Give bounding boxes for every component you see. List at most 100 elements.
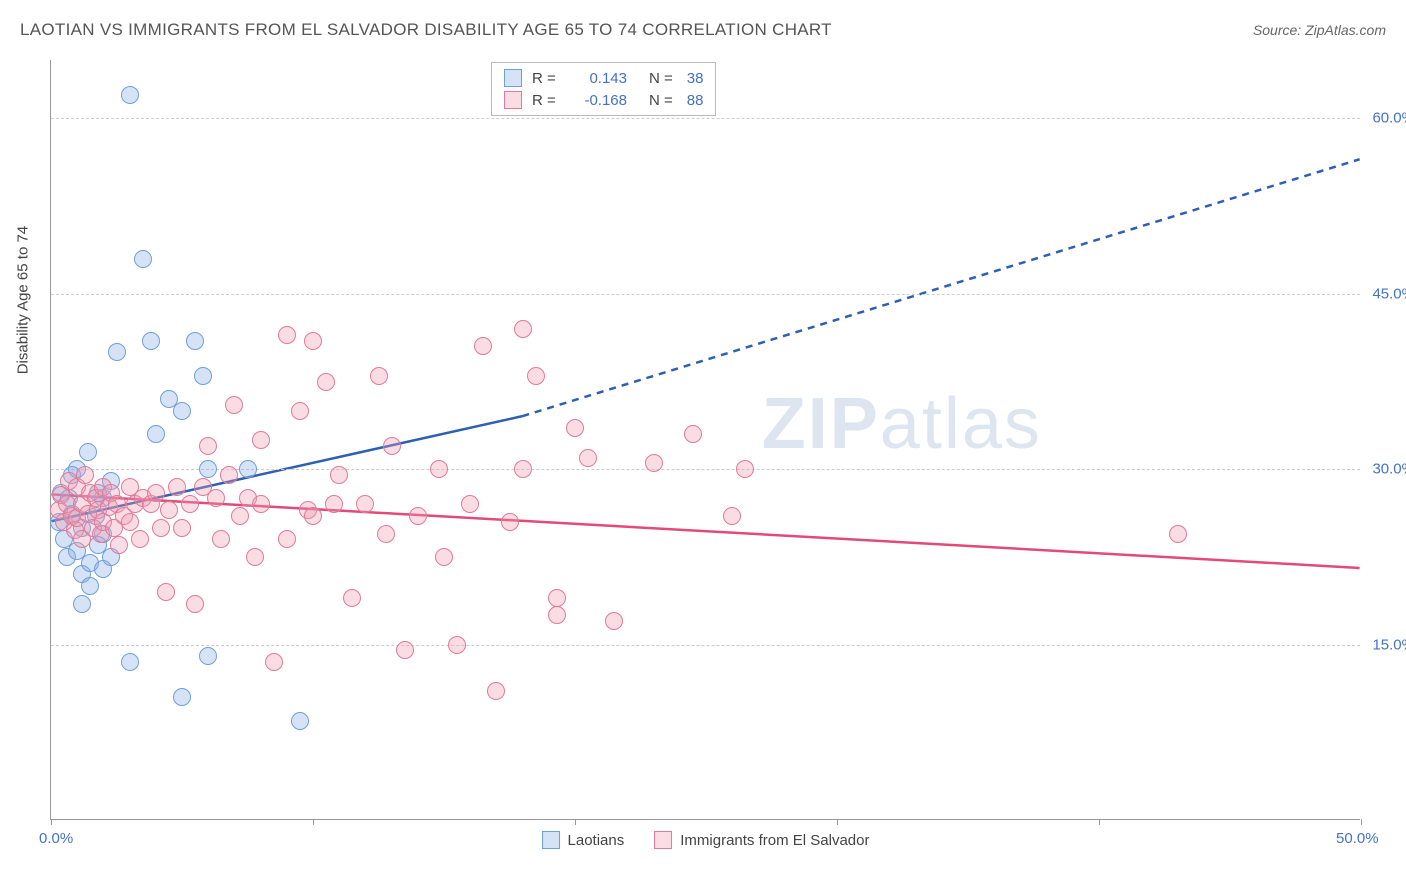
- scatter-point: [514, 320, 532, 338]
- scatter-point: [207, 489, 225, 507]
- scatter-point: [396, 641, 414, 659]
- watermark: ZIPatlas: [762, 383, 1042, 465]
- scatter-point: [514, 460, 532, 478]
- scatter-point: [157, 583, 175, 601]
- scatter-point: [181, 495, 199, 513]
- scatter-point: [474, 337, 492, 355]
- legend-swatch: [504, 91, 522, 109]
- scatter-point: [147, 484, 165, 502]
- y-axis-title: Disability Age 65 to 74: [15, 225, 32, 373]
- scatter-point: [121, 653, 139, 671]
- y-gridline: [51, 645, 1360, 646]
- legend-swatch: [654, 831, 672, 849]
- watermark-zip: ZIP: [762, 384, 880, 464]
- scatter-point: [81, 577, 99, 595]
- scatter-point: [291, 712, 309, 730]
- scatter-point: [147, 425, 165, 443]
- scatter-point: [239, 460, 257, 478]
- scatter-point: [304, 507, 322, 525]
- scatter-point: [645, 454, 663, 472]
- scatter-point: [566, 419, 584, 437]
- legend-swatch: [542, 831, 560, 849]
- chart-area: Disability Age 65 to 74 ZIPatlas R =0.14…: [50, 60, 1360, 820]
- scatter-point: [173, 688, 191, 706]
- scatter-point: [73, 595, 91, 613]
- scatter-point: [684, 425, 702, 443]
- scatter-point: [278, 530, 296, 548]
- scatter-point: [377, 525, 395, 543]
- scatter-point: [194, 367, 212, 385]
- y-tick-label: 30.0%: [1372, 461, 1406, 478]
- scatter-point: [76, 466, 94, 484]
- y-tick-label: 15.0%: [1372, 636, 1406, 653]
- scatter-point: [79, 443, 97, 461]
- scatter-point: [108, 343, 126, 361]
- legend-series: Laotians Immigrants from El Salvador: [542, 831, 870, 849]
- legend-item: Laotians: [542, 831, 625, 849]
- scatter-point: [278, 326, 296, 344]
- x-tick-label: 0.0%: [39, 830, 73, 847]
- x-tick: [575, 819, 576, 825]
- x-tick: [51, 819, 52, 825]
- scatter-point: [252, 495, 270, 513]
- scatter-point: [370, 367, 388, 385]
- legend-n-label: N =: [649, 70, 673, 87]
- legend-label: Immigrants from El Salvador: [680, 832, 869, 849]
- scatter-point: [548, 606, 566, 624]
- scatter-point: [723, 507, 741, 525]
- legend-n-value: 88: [687, 92, 704, 109]
- watermark-atlas: atlas: [880, 384, 1042, 464]
- legend-item: Immigrants from El Salvador: [654, 831, 869, 849]
- scatter-point: [409, 507, 427, 525]
- scatter-point: [317, 373, 335, 391]
- legend-corr-row: R =-0.168N =88: [504, 89, 703, 111]
- y-tick-label: 45.0%: [1372, 285, 1406, 302]
- scatter-point: [212, 530, 230, 548]
- scatter-point: [110, 536, 128, 554]
- legend-r-value: 0.143: [572, 70, 627, 87]
- scatter-point: [435, 548, 453, 566]
- scatter-point: [527, 367, 545, 385]
- y-gridline: [51, 294, 1360, 295]
- scatter-point: [252, 431, 270, 449]
- scatter-point: [605, 612, 623, 630]
- scatter-point: [186, 332, 204, 350]
- scatter-point: [131, 530, 149, 548]
- scatter-point: [383, 437, 401, 455]
- trend-line: [522, 159, 1359, 416]
- scatter-point: [448, 636, 466, 654]
- scatter-point: [142, 332, 160, 350]
- legend-r-value: -0.168: [572, 92, 627, 109]
- trend-lines: [51, 60, 1360, 819]
- scatter-point: [246, 548, 264, 566]
- scatter-point: [461, 495, 479, 513]
- scatter-point: [152, 519, 170, 537]
- scatter-point: [356, 495, 374, 513]
- legend-r-label: R =: [532, 70, 562, 87]
- x-tick: [837, 819, 838, 825]
- scatter-point: [430, 460, 448, 478]
- scatter-point: [121, 86, 139, 104]
- y-tick-label: 60.0%: [1372, 110, 1406, 127]
- chart-title: LAOTIAN VS IMMIGRANTS FROM EL SALVADOR D…: [20, 20, 832, 40]
- scatter-point: [265, 653, 283, 671]
- scatter-point: [199, 460, 217, 478]
- y-gridline: [51, 118, 1360, 119]
- source-label: Source: ZipAtlas.com: [1253, 22, 1386, 38]
- scatter-point: [325, 495, 343, 513]
- scatter-point: [343, 589, 361, 607]
- scatter-point: [225, 396, 243, 414]
- scatter-point: [487, 682, 505, 700]
- scatter-point: [186, 595, 204, 613]
- scatter-point: [168, 478, 186, 496]
- legend-correlation: R =0.143N =38R =-0.168N =88: [491, 62, 716, 116]
- x-tick: [313, 819, 314, 825]
- scatter-point: [736, 460, 754, 478]
- scatter-point: [199, 647, 217, 665]
- scatter-point: [548, 589, 566, 607]
- scatter-point: [231, 507, 249, 525]
- scatter-point: [1169, 525, 1187, 543]
- scatter-point: [199, 437, 217, 455]
- scatter-point: [291, 402, 309, 420]
- scatter-point: [501, 513, 519, 531]
